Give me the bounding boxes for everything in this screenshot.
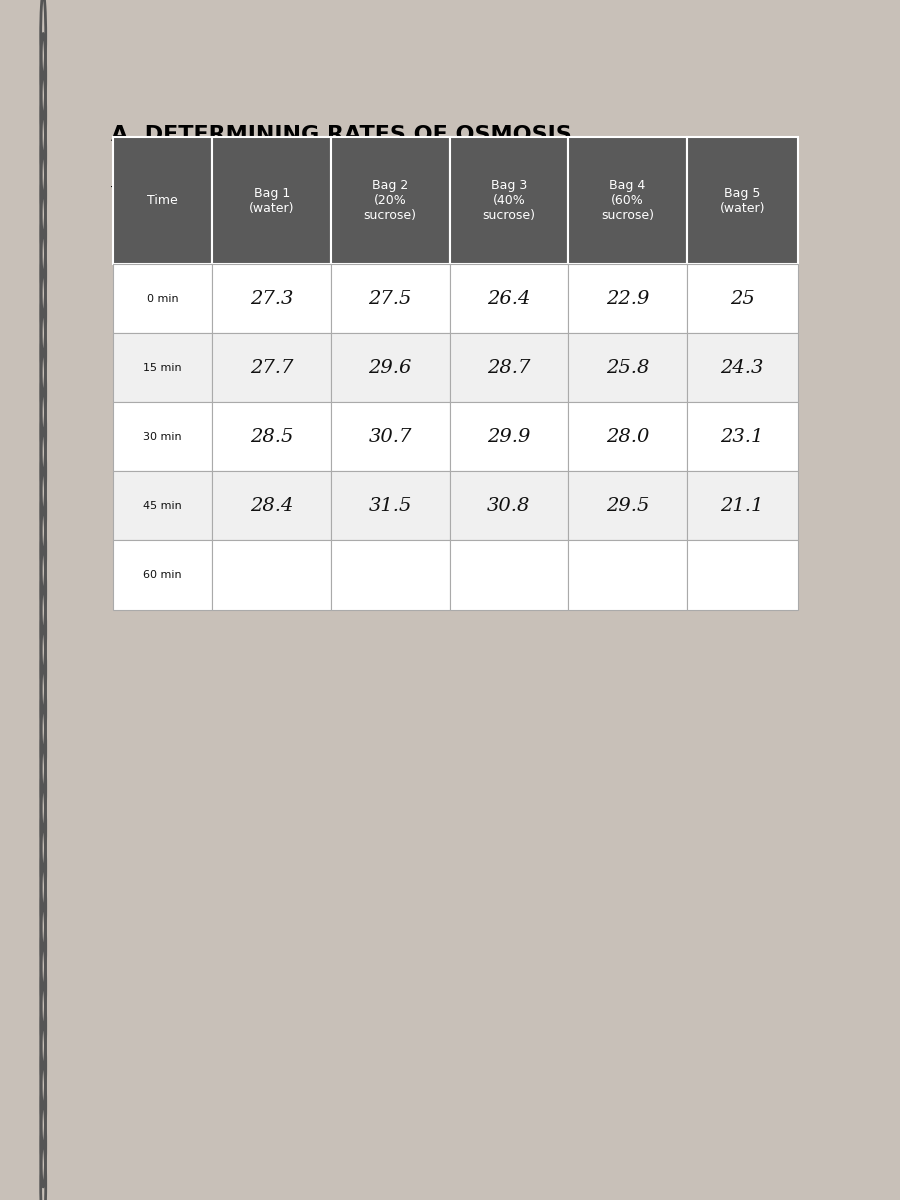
- Bar: [113, 402, 212, 472]
- Bar: [568, 334, 687, 402]
- Bar: [331, 137, 450, 264]
- Text: 24.3: 24.3: [721, 359, 764, 377]
- Text: Table 11-1. Osmosis experiment data: mass of bags (g): Table 11-1. Osmosis experiment data: mas…: [112, 185, 496, 199]
- Bar: [212, 472, 331, 540]
- Text: 28.0: 28.0: [606, 427, 649, 445]
- Bar: [687, 137, 797, 264]
- Text: 22.9: 22.9: [606, 289, 649, 307]
- Text: 31.5: 31.5: [369, 497, 412, 515]
- Text: 27.3: 27.3: [250, 289, 293, 307]
- Bar: [449, 137, 568, 264]
- Bar: [687, 472, 797, 540]
- Bar: [687, 334, 797, 402]
- Text: 29.5: 29.5: [606, 497, 649, 515]
- Bar: [687, 264, 797, 334]
- Text: 23.1: 23.1: [721, 427, 764, 445]
- Bar: [212, 264, 331, 334]
- Text: Bag 4
(60%
sucrose): Bag 4 (60% sucrose): [601, 179, 654, 222]
- Text: 30.7: 30.7: [369, 427, 412, 445]
- Text: 29.6: 29.6: [369, 359, 412, 377]
- Bar: [331, 334, 450, 402]
- Bar: [568, 264, 687, 334]
- Text: 25.8: 25.8: [606, 359, 649, 377]
- Text: 25: 25: [730, 289, 754, 307]
- Bar: [113, 137, 212, 264]
- Text: 30 min: 30 min: [143, 432, 182, 442]
- Bar: [331, 540, 450, 610]
- Text: 27.7: 27.7: [250, 359, 293, 377]
- Bar: [212, 402, 331, 472]
- Text: 28.5: 28.5: [250, 427, 293, 445]
- Bar: [449, 402, 568, 472]
- Bar: [212, 137, 331, 264]
- Text: Bag 5
(water): Bag 5 (water): [719, 187, 765, 215]
- Text: 15 min: 15 min: [143, 362, 182, 373]
- Text: A. DETERMINING RATES OF OSMOSIS: A. DETERMINING RATES OF OSMOSIS: [112, 125, 572, 145]
- Bar: [568, 540, 687, 610]
- Text: Time: Time: [148, 194, 178, 208]
- Text: 21.1: 21.1: [721, 497, 764, 515]
- Text: 0 min: 0 min: [147, 294, 178, 304]
- Bar: [331, 402, 450, 472]
- Bar: [449, 334, 568, 402]
- Bar: [212, 334, 331, 402]
- Bar: [568, 402, 687, 472]
- Text: 29.9: 29.9: [487, 427, 530, 445]
- Bar: [331, 264, 450, 334]
- Text: 45 min: 45 min: [143, 500, 182, 511]
- Text: Bag 1
(water): Bag 1 (water): [249, 187, 294, 215]
- Bar: [449, 264, 568, 334]
- Text: 27.5: 27.5: [369, 289, 412, 307]
- Bar: [331, 472, 450, 540]
- Bar: [212, 540, 331, 610]
- Bar: [113, 334, 212, 402]
- Text: 28.4: 28.4: [250, 497, 293, 515]
- Bar: [113, 540, 212, 610]
- Text: Bag 2
(20%
sucrose): Bag 2 (20% sucrose): [364, 179, 417, 222]
- Bar: [113, 472, 212, 540]
- Bar: [568, 137, 687, 264]
- Bar: [687, 402, 797, 472]
- Bar: [113, 264, 212, 334]
- Text: 60 min: 60 min: [143, 570, 182, 580]
- Bar: [568, 472, 687, 540]
- Bar: [449, 472, 568, 540]
- Text: Bag 3
(40%
sucrose): Bag 3 (40% sucrose): [482, 179, 536, 222]
- Text: 28.7: 28.7: [487, 359, 530, 377]
- Text: 30.8: 30.8: [487, 497, 530, 515]
- Bar: [449, 540, 568, 610]
- Bar: [687, 540, 797, 610]
- Text: 26.4: 26.4: [487, 289, 530, 307]
